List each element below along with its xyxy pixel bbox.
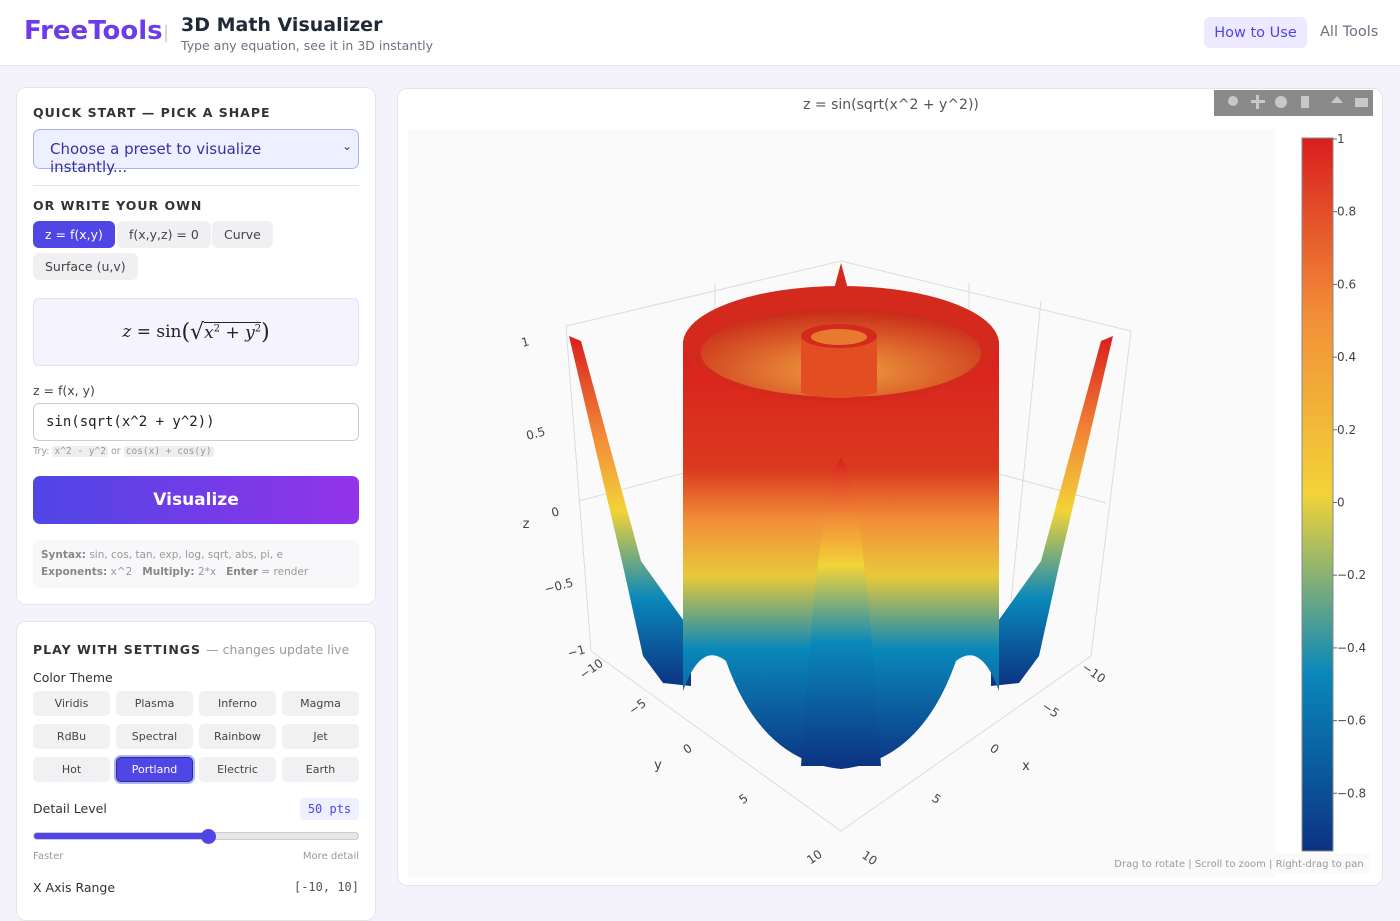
theme-button[interactable]: Rainbow (199, 724, 276, 749)
detail-value: 50 pts (300, 798, 359, 820)
colorbar-label: 1 (1337, 132, 1345, 146)
theme-button[interactable]: Jet (282, 724, 359, 749)
section-heading: PLAY WITH SETTINGS (33, 642, 202, 657)
hint-text: or (111, 446, 121, 457)
nav-link[interactable]: All Tools (1320, 24, 1379, 40)
section-heading: QUICK START — PICK A SHAPE (33, 105, 271, 120)
slider-label: Faster (33, 851, 64, 862)
input-label: z = f(x, y) (33, 383, 95, 398)
formula-preview: z = sin (√ x2 + y2) (33, 298, 359, 366)
heading-note: — changes update live (206, 642, 350, 657)
header: FreeTools | 3D Math Visualizer Type any … (0, 0, 1400, 66)
hint-text: Try: (33, 446, 50, 457)
colorbar-label: 0 (1337, 496, 1345, 510)
equation-input[interactable]: sin(sqrt(x^2 + y^2)) (33, 403, 359, 441)
axis-tick-label: 1 (520, 334, 531, 350)
math: + (225, 322, 240, 343)
app-title: 3D Math Visualizer (181, 14, 383, 36)
colorbar-label: −0.8 (1337, 786, 1366, 800)
field-label: X Axis Range (33, 880, 116, 895)
syntax-label: Exponents: (41, 566, 108, 578)
separator: | (163, 22, 170, 43)
theme-button[interactable]: Viridis (33, 691, 110, 716)
syntax-label: Syntax: (41, 549, 86, 561)
theme-button[interactable]: Magma (282, 691, 359, 716)
select-text: Choose a preset to visualize instantly..… (50, 140, 262, 176)
nav-link[interactable]: How to Use (1204, 17, 1307, 48)
math: = (136, 322, 151, 342)
hint: Try: x^2 - y^2 or cos(x) + cos(y) (33, 446, 214, 457)
mode-button[interactable]: Surface (u,v) (33, 253, 138, 280)
axis-tick-label: −1 (566, 642, 587, 660)
theme-button[interactable]: Spectral (116, 724, 193, 749)
colorbar-label: −0.2 (1337, 568, 1366, 582)
axis-label: z (523, 517, 530, 532)
theme-button[interactable]: Portland (116, 757, 193, 782)
syntax-label: Multiply: (142, 566, 195, 578)
divider (33, 185, 359, 186)
hint-example[interactable]: x^2 - y^2 (52, 446, 108, 457)
field-label: Detail Level (33, 801, 107, 816)
colorbar-label: −0.6 (1337, 714, 1366, 728)
colorbar-label: −0.4 (1337, 641, 1366, 655)
plot[interactable]: z = sin(sqrt(x^2 + y^2)) 1 0.8 0.6 0.4 0.2 0 −0… (398, 89, 1383, 886)
help-text: Drag to rotate | Scroll to zoom | Right-… (1114, 859, 1363, 870)
theme-button[interactable]: Hot (33, 757, 110, 782)
slider-thumb[interactable] (201, 829, 216, 844)
theme-button[interactable]: Earth (282, 757, 359, 782)
mode-button[interactable]: z = f(x,y) (33, 221, 115, 248)
plot-card: z = sin(sqrt(x^2 + y^2)) 1 0.8 0.6 0.4 0.2 0 −0… (397, 88, 1383, 886)
colorbar-label: 0.2 (1337, 423, 1356, 437)
syntax-text: 2*x (197, 566, 217, 578)
syntax-text: x^2 (110, 566, 133, 578)
help-bg (1108, 853, 1370, 873)
syntax-label: Enter (226, 566, 259, 578)
theme-button[interactable]: Inferno (199, 691, 276, 716)
range-value: [-10, 10] (293, 880, 359, 894)
settings-heading: PLAY WITH SETTINGS — changes update live (33, 639, 349, 658)
theme-button[interactable]: Plasma (116, 691, 193, 716)
math: z (122, 322, 132, 342)
theme-button[interactable]: Electric (199, 757, 276, 782)
modebar (1214, 90, 1373, 116)
axis-label: x (1022, 759, 1030, 774)
app-subtitle: Type any equation, see it in 3D instantl… (181, 38, 434, 53)
math: y (245, 322, 255, 343)
mode-button[interactable]: f(x,y,z) = 0 (117, 221, 211, 248)
plot-title: z = sin(sqrt(x^2 + y^2)) (803, 97, 979, 113)
chevron: ⌄ (341, 139, 352, 153)
syntax-help: Syntax: sin, cos, tan, exp, log, sqrt, a… (33, 540, 359, 588)
axis-label: y (654, 758, 662, 773)
colorbar-label: 0.4 (1337, 350, 1356, 364)
field-label: Color Theme (33, 670, 113, 685)
syntax-text: = render (261, 566, 309, 578)
slider-label: More detail (302, 851, 359, 862)
modebar-icons[interactable] (1228, 95, 1368, 109)
math: sin (156, 322, 182, 342)
brand[interactable]: FreeTools (24, 16, 163, 46)
syntax-text: sin, cos, tan, exp, log, sqrt, abs, pi, … (89, 549, 283, 561)
surface (569, 263, 1113, 769)
hint-example[interactable]: cos(x) + cos(y) (123, 446, 214, 457)
math: x (204, 322, 214, 343)
section-heading: OR WRITE YOUR OWN (33, 198, 203, 213)
slider-track[interactable] (33, 832, 359, 840)
settings-card: PLAY WITH SETTINGS — changes update live… (16, 621, 376, 921)
colorbar-label: 0.6 (1337, 277, 1356, 291)
axis-tick-label: 0 (550, 504, 561, 520)
axis-tick-label: 0.5 (525, 424, 547, 442)
colorbar (1301, 137, 1334, 852)
math: 2 (254, 322, 262, 334)
preset-select[interactable]: Choose a preset to visualize instantly..… (33, 129, 359, 176)
editor-card: QUICK START — PICK A SHAPE Choose a pres… (16, 87, 376, 605)
math: 2 (213, 322, 221, 334)
visualize-button[interactable]: Visualize (33, 476, 359, 524)
colorbar-label: 0.8 (1337, 205, 1356, 219)
mode-button[interactable]: Curve (212, 221, 273, 248)
theme-button[interactable]: RdBu (33, 724, 110, 749)
